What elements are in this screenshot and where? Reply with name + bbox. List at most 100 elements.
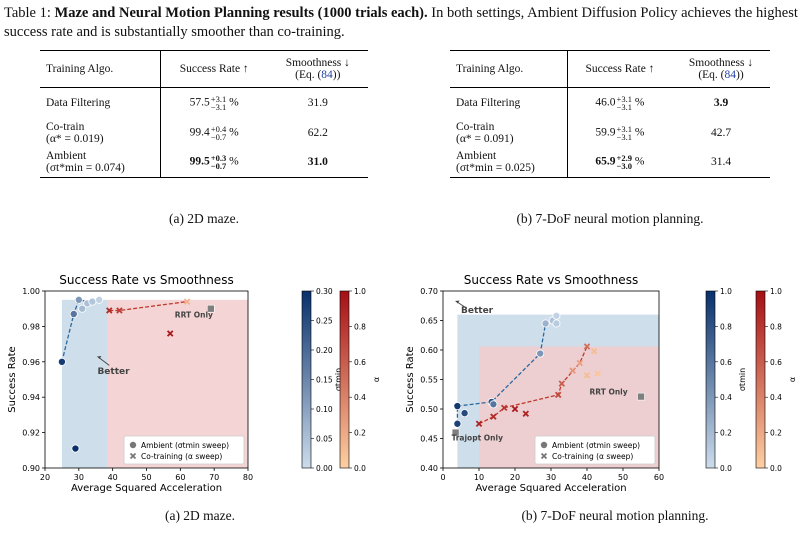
legend-cotrain-marker <box>540 452 548 460</box>
y-tick-label: 0.40 <box>420 464 438 473</box>
ambient-point <box>95 295 104 304</box>
x-tick-label: 40 <box>582 473 592 482</box>
cotrain-point <box>583 343 591 350</box>
eq-ref-link[interactable]: 84 <box>724 69 737 81</box>
table-label: Table 1: <box>4 5 51 21</box>
ambient-dominated-region <box>457 314 659 468</box>
row-smoothness: 31.4 <box>672 147 770 178</box>
cotrain-point-stroke <box>558 380 566 387</box>
cotrain-point-stroke <box>166 330 174 337</box>
ambient-colorbar-tick-label: 0.20 <box>316 346 333 355</box>
y-tick-label: 0.70 <box>420 287 438 296</box>
cotrain-point-stroke <box>583 343 591 350</box>
cotrain-colorbar-tick-label: 0.0 <box>354 464 366 473</box>
cotrain-point-stroke <box>576 359 584 367</box>
ambient-colorbar-tick-label: 0.25 <box>316 317 333 326</box>
row-algo: Co-train (α* = 0.019) <box>40 117 161 148</box>
cotrain-point <box>554 391 562 399</box>
better-arrowhead <box>455 300 460 304</box>
rrt-only-label: RRT Only <box>175 311 213 320</box>
results-table-maze: Training Algo. Success Rate ↑ Smoothness… <box>40 50 368 178</box>
cotrain-point-stroke <box>490 413 497 420</box>
ambient-colorbar-tick-label: 0.15 <box>316 376 333 385</box>
y-tick-label: 0.94 <box>22 393 40 402</box>
ambient-point <box>453 419 462 428</box>
ambient-point <box>88 297 97 306</box>
cotrain-point-stroke <box>500 404 508 412</box>
results-table-motion: Training Algo. Success Rate ↑ Smoothness… <box>450 50 770 178</box>
y-tick-label: 0.55 <box>420 376 438 385</box>
x-tick-label: 50 <box>141 473 151 482</box>
cotrain-point-stroke <box>475 420 483 427</box>
x-tick-label: 50 <box>618 473 628 482</box>
cotrain-point-stroke <box>583 343 591 350</box>
ambient-point <box>71 444 80 453</box>
cotrain-colorbar-tick-label: 0.4 <box>770 393 782 402</box>
plot-frame <box>44 290 249 469</box>
cotrain-point-stroke <box>583 372 591 379</box>
table-subcaption-a: (a) 2D maze. <box>168 211 240 226</box>
rrt-only-label: RRT Only <box>590 387 628 396</box>
y-tick-label: 0.45 <box>420 435 438 444</box>
y-tick-label: 0.92 <box>22 429 40 438</box>
ambient-colorbar-tick-label: 0.30 <box>316 287 333 296</box>
cotrain-point-stroke <box>554 391 562 399</box>
y-tick-label: 0.50 <box>420 405 438 414</box>
cotrain-point-stroke <box>554 391 562 399</box>
row-success: 99.4 +0.4 −0.7 % <box>189 123 239 142</box>
x-tick-label: 0 <box>440 473 445 482</box>
cotrain-colorbar <box>339 290 350 469</box>
eq-ref-link[interactable]: 84 <box>321 69 333 81</box>
row-smoothness: 31.9 <box>307 96 328 109</box>
row-smoothness: 31.0 <box>267 147 368 178</box>
cotrain-colorbar-tick-label: 0.2 <box>770 429 782 438</box>
legend-cotrain-marker <box>129 452 137 460</box>
legend-cotrain-label: Co-training (α sweep) <box>141 452 222 461</box>
chart-0: Success Rate vs Smoothness 20 30 40 50 60 70 80… <box>7 273 381 494</box>
cotrain-dominated-region <box>479 346 659 468</box>
header-success-rate: Success Rate ↑ <box>567 50 673 88</box>
cotrain-point-stroke <box>594 370 602 377</box>
ambient-point <box>552 319 561 328</box>
cotrain-point <box>576 359 584 367</box>
cotrain-point <box>475 420 483 427</box>
row-smoothness: 62.2 <box>307 126 328 139</box>
ambient-dominated-region <box>61 299 108 468</box>
cotrain-point-stroke <box>522 410 530 417</box>
x-tick-label: 40 <box>108 473 118 482</box>
ambient-frontier-line <box>61 299 105 362</box>
row-algo: Ambient (σt*min = 0.074) <box>40 147 161 178</box>
cotrain-point <box>590 347 598 355</box>
cotrain-point-stroke <box>106 307 113 314</box>
row-algo: Data Filtering <box>40 87 161 118</box>
row-smoothness: 3.9 <box>713 96 729 109</box>
ambient-colorbar-tick-label: 0.8 <box>720 322 732 331</box>
cotrain-frontier-line <box>109 300 188 312</box>
ambient-point <box>74 295 83 304</box>
ambient-point <box>460 409 469 418</box>
x-tick-label: 60 <box>175 473 185 482</box>
row-success: 99.5 +0.3 −0.7 % <box>160 147 268 178</box>
x-tick-label: 60 <box>654 473 664 482</box>
cotrain-dominated-region <box>107 299 248 468</box>
cotrain-colorbar <box>755 290 766 469</box>
ambient-colorbar-tick-label: 0.6 <box>720 358 732 367</box>
ambient-colorbar-tick-label: 0.4 <box>720 393 732 402</box>
cotrain-point-stroke <box>183 298 191 305</box>
chart-title: Success Rate vs Smoothness <box>59 273 233 287</box>
x-tick-label: 80 <box>243 473 253 482</box>
legend-box <box>123 435 245 465</box>
ambient-colorbar-tick-label: 0.05 <box>316 435 333 444</box>
cotrain-point <box>569 367 576 374</box>
y-tick-label: 0.65 <box>420 317 438 326</box>
x-tick-label: 30 <box>546 473 556 482</box>
row-success: 57.5 +3.1 −3.1 % <box>189 93 239 112</box>
cotrain-point <box>183 298 191 305</box>
cotrain-colorbar-tick-label: 0.0 <box>770 464 782 473</box>
header-success-rate: Success Rate ↑ <box>160 50 268 88</box>
cotrain-colorbar-tick-label: 0.6 <box>354 358 366 367</box>
header-training-algo: Training Algo. <box>450 50 568 88</box>
cotrain-point-stroke <box>511 405 519 413</box>
cotrain-colorbar-label: α <box>788 377 797 382</box>
ambient-colorbar-label: σtmin <box>334 368 343 391</box>
